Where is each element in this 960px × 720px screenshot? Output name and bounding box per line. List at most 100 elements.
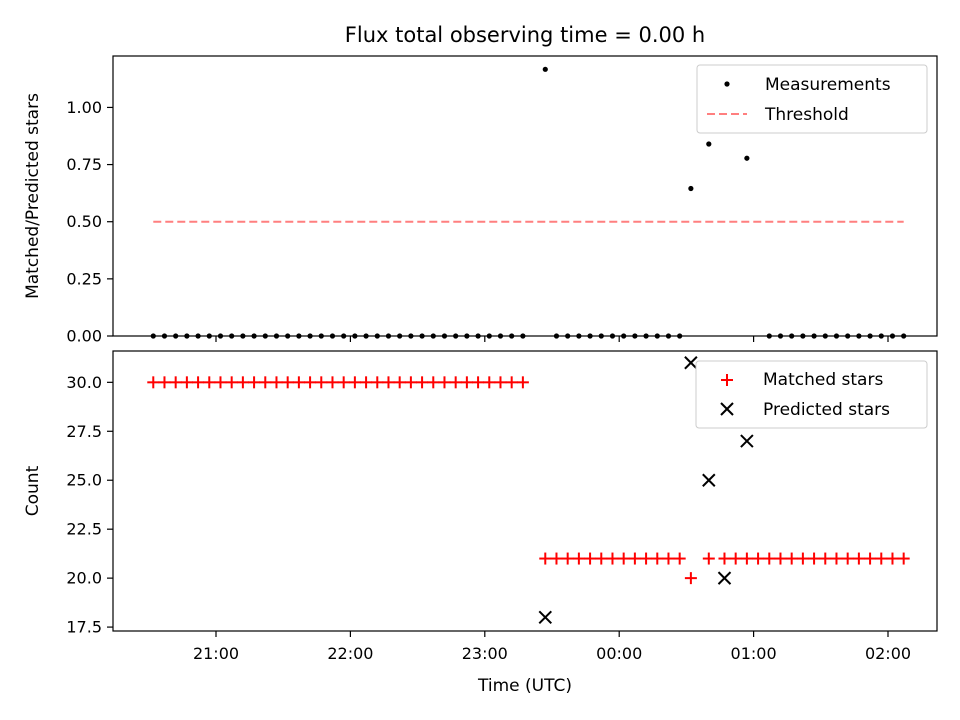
matched-star-point — [729, 552, 742, 565]
measurement-point — [688, 185, 694, 192]
measurement-point — [475, 333, 481, 339]
measurement-point — [385, 333, 392, 339]
matched-star-point — [404, 376, 417, 389]
matched-star-point — [595, 552, 608, 565]
matched-star-point — [763, 552, 776, 565]
matched-star-point — [505, 376, 518, 389]
matched-star-point — [214, 376, 227, 389]
predicted-star-point — [740, 434, 754, 448]
matched-star-point — [315, 376, 328, 389]
measurement-point — [408, 333, 414, 339]
top-x-axis — [215, 336, 889, 342]
matched-star-point — [606, 552, 619, 565]
matched-star-point — [259, 376, 272, 389]
matched-star-point — [584, 552, 597, 565]
legend-marker-predicted-stars — [720, 402, 734, 416]
measurement-point — [374, 333, 380, 339]
matched-star-point — [460, 376, 473, 389]
measurement-point — [878, 333, 884, 339]
measurement-point — [706, 141, 712, 147]
measurement-point — [453, 333, 459, 339]
measurement-point — [565, 333, 571, 339]
x-tick-label: 02:00 — [865, 644, 911, 663]
predicted-star-point — [684, 356, 698, 370]
measurement-point — [318, 333, 324, 339]
matched-star-point — [281, 376, 294, 389]
matched-star-point — [875, 552, 888, 565]
measurement-point — [184, 333, 190, 339]
matched-star-point — [702, 552, 715, 565]
y-tick-label: 0.25 — [66, 269, 102, 288]
matched-star-point — [326, 376, 339, 389]
matched-star-point — [225, 376, 238, 389]
legend-label-predicted-stars: Predicted stars — [763, 400, 890, 420]
legend-marker-matched-stars — [721, 374, 733, 386]
matched-star-point — [740, 552, 753, 565]
measurement-point — [800, 333, 806, 339]
measurement-point — [609, 333, 616, 339]
matched-star-point — [348, 376, 361, 389]
measurement-point — [307, 333, 313, 339]
measurement-point — [811, 333, 817, 339]
measurement-point — [430, 333, 436, 339]
matched-star-point — [382, 376, 395, 389]
measurement-point — [643, 333, 649, 339]
measurement-point — [621, 333, 627, 339]
matched-star-point — [841, 552, 854, 565]
measurement-point — [654, 333, 660, 339]
top-legend: Measurements Threshold — [696, 64, 928, 134]
y-tick-label: 0.50 — [66, 212, 102, 231]
measurement-point — [867, 333, 873, 339]
measurement-point — [240, 333, 246, 339]
matched-star-point — [662, 552, 675, 565]
y-tick-label: 1.00 — [66, 98, 102, 117]
matched-star-point — [774, 552, 787, 565]
matched-star-point — [539, 552, 552, 565]
measurement-point — [833, 333, 840, 339]
measurement-point — [285, 333, 291, 339]
matched-star-point — [449, 376, 462, 389]
measurement-point — [777, 333, 784, 339]
measurement-point — [509, 333, 515, 339]
measurement-point — [665, 333, 672, 339]
matched-star-point — [438, 376, 451, 389]
y-tick-label: 22.5 — [66, 520, 102, 539]
measurement-point — [766, 333, 772, 339]
measurement-point — [262, 333, 268, 339]
top-y-axis: 0.00 0.25 0.50 0.75 1.00 — [66, 98, 113, 346]
measurement-point — [497, 333, 504, 339]
matched-star-point — [684, 572, 697, 585]
matched-star-point — [651, 552, 664, 565]
bottom-x-axis: 21:00 22:00 23:00 00:00 01:00 02:00 — [193, 631, 911, 663]
measurement-point — [229, 333, 235, 339]
matched-star-point — [304, 376, 317, 389]
measurement-point — [397, 333, 403, 339]
legend-label-measurements: Measurements — [765, 75, 891, 95]
matched-star-point — [180, 376, 193, 389]
matched-star-point — [292, 376, 305, 389]
bottom-y-axis-label: Count — [23, 465, 43, 516]
matched-star-point — [830, 552, 843, 565]
measurement-point — [822, 333, 828, 339]
measurement-point — [576, 333, 582, 339]
x-tick-label: 01:00 — [731, 644, 777, 663]
matched-star-point — [147, 376, 160, 389]
bottom-legend: Matched stars Predicted stars — [695, 360, 928, 429]
matched-star-point — [852, 552, 865, 565]
measurement-point — [744, 155, 750, 161]
legend-label-matched-stars: Matched stars — [763, 370, 883, 390]
matched-star-point — [673, 552, 686, 565]
legend-marker-measurements — [724, 81, 730, 87]
measurement-point — [632, 333, 638, 339]
y-tick-label: 20.0 — [66, 569, 102, 588]
measurement-point — [161, 333, 168, 339]
measurement-point — [542, 66, 548, 72]
top-data-marks — [150, 66, 907, 339]
matched-star-point — [248, 376, 261, 389]
measurement-point — [901, 333, 907, 339]
measurement-point — [419, 333, 425, 339]
y-tick-label: 25.0 — [66, 471, 102, 490]
top-y-axis-label: Matched/Predicted stars — [23, 93, 43, 299]
matched-star-point — [864, 552, 877, 565]
chart-title: Flux total observing time = 0.00 h — [345, 23, 705, 47]
